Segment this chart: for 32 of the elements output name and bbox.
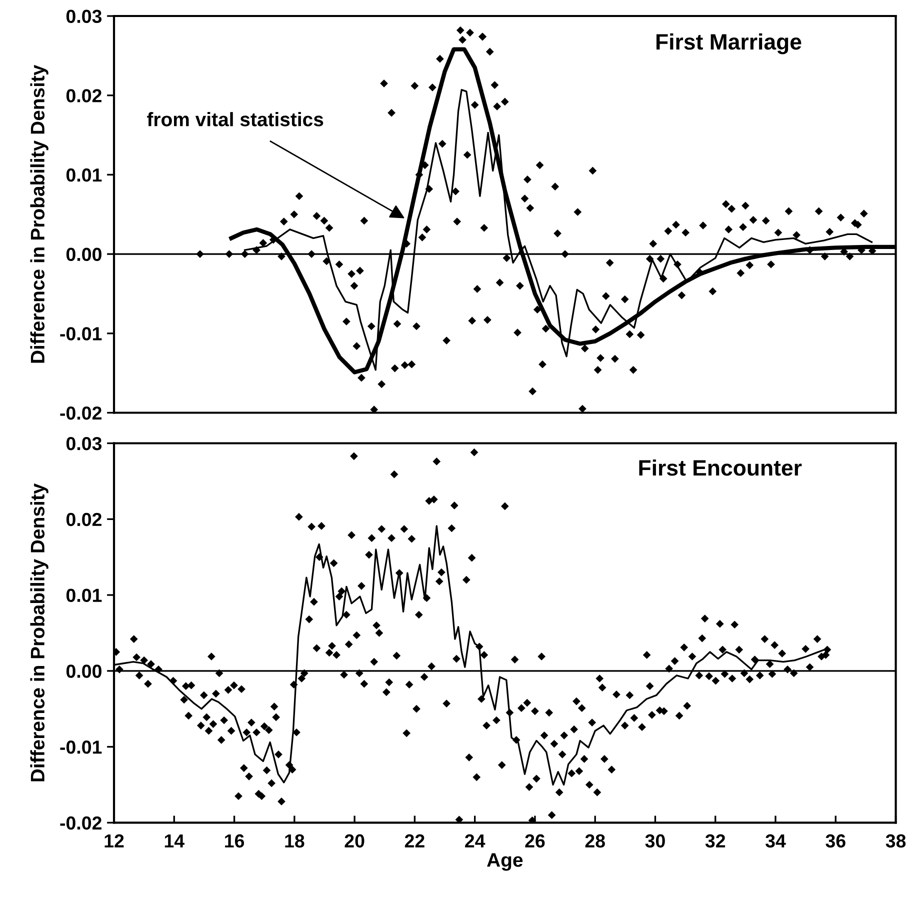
x-tick-label: 12 xyxy=(104,834,124,848)
y-axis-title: Difference in Probability Density xyxy=(30,483,48,782)
x-axis-title: Age xyxy=(487,853,523,871)
y-axis-title: Difference in Probability Density xyxy=(30,64,48,363)
y-tick-label: -0.02 xyxy=(60,816,102,830)
x-tick-label: 34 xyxy=(766,834,786,848)
x-tick-label: 28 xyxy=(585,834,605,848)
x-tick-label: 16 xyxy=(225,834,244,848)
y-tick-label: 0.00 xyxy=(66,664,102,678)
x-tick-label: 30 xyxy=(645,834,665,848)
x-tick-label: 22 xyxy=(404,834,424,848)
x-tick-label: 14 xyxy=(164,834,184,848)
y-tick-label: 0.01 xyxy=(66,588,102,602)
x-tick-label: 32 xyxy=(705,834,726,848)
x-tick-label: 38 xyxy=(886,834,906,848)
annotation: from vital statistics xyxy=(147,112,324,126)
y-tick-label: 0.01 xyxy=(66,168,102,182)
y-tick-label: -0.02 xyxy=(60,406,102,420)
y-tick-label: -0.01 xyxy=(60,327,102,340)
x-tick-label: 36 xyxy=(826,834,846,848)
x-tick-label: 20 xyxy=(344,834,364,848)
y-tick-label: 0.02 xyxy=(66,89,102,102)
annotation: First Marriage xyxy=(656,33,802,54)
x-tick-label: 26 xyxy=(525,834,545,848)
y-tick-label: 0.00 xyxy=(66,248,102,262)
y-tick-label: 0.03 xyxy=(66,436,102,450)
y-tick-label: 0.03 xyxy=(66,10,102,24)
annotation: First Encounter xyxy=(639,459,802,476)
y-tick-label: -0.01 xyxy=(60,740,102,754)
x-tick-label: 24 xyxy=(465,834,486,848)
x-tick-label: 18 xyxy=(285,834,304,848)
y-tick-label: 0.02 xyxy=(66,512,102,526)
